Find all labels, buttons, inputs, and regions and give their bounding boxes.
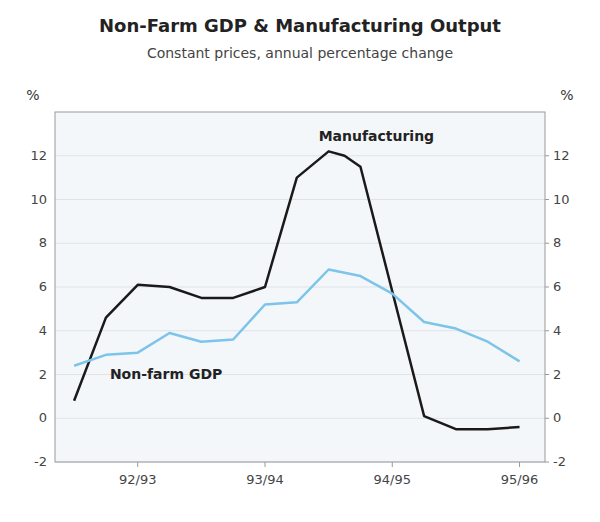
x-tick-label: 92/93 [119, 472, 156, 487]
grid-line [55, 155, 545, 156]
y-tick-label: 2 [39, 367, 47, 382]
subtitle: Constant prices, annual percentage chang… [147, 45, 453, 61]
x-tick-label: 94/95 [374, 472, 411, 487]
x-tick-label: 93/94 [246, 472, 283, 487]
series-line [74, 270, 519, 366]
y-axis-label: % [26, 87, 39, 103]
y-tick-label: 10 [30, 192, 47, 207]
y-tick-label: 8 [39, 235, 47, 250]
y-tick-label: 0 [39, 410, 47, 425]
y-tick-label: -2 [34, 454, 47, 469]
y2-tick-label: 8 [553, 235, 561, 250]
y-tick-label: 6 [39, 279, 47, 294]
y2-tick [545, 287, 549, 288]
series-label: Manufacturing [319, 128, 435, 144]
chart: Non-Farm GDP & Manufacturing Output Const… [0, 0, 600, 522]
y2-tick-label: 2 [553, 367, 561, 382]
y-tick-label: 12 [30, 148, 47, 163]
y2-tick [545, 155, 549, 156]
y2-tick-label: 10 [553, 192, 570, 207]
x-tick [265, 462, 266, 467]
y2-tick [545, 462, 549, 463]
grid-line [55, 287, 545, 288]
grid-line [55, 243, 545, 244]
title: Non-Farm GDP & Manufacturing Output [99, 15, 501, 36]
grid-line [55, 330, 545, 331]
plot-area [55, 112, 545, 462]
plot-frame [55, 112, 545, 462]
lines [74, 151, 519, 429]
y2-tick-label: -2 [553, 454, 566, 469]
x-tick [137, 462, 138, 467]
grid-line [55, 418, 545, 419]
y-tick-label: 4 [39, 323, 47, 338]
series-line [74, 151, 519, 429]
y2-tick [545, 418, 549, 419]
x-tick [392, 462, 393, 467]
y2-tick-label: 4 [553, 323, 561, 338]
y2-tick-label: 0 [553, 410, 561, 425]
y2-tick [545, 330, 549, 331]
y2-tick-label: 12 [553, 148, 570, 163]
y2-tick [545, 243, 549, 244]
y2-axis-label: % [560, 87, 573, 103]
y2-tick-label: 6 [553, 279, 561, 294]
series-label: Non-farm GDP [110, 366, 222, 382]
y2-tick [545, 374, 549, 375]
x-tick [519, 462, 520, 467]
y2-tick [545, 199, 549, 200]
x-tick-label: 95/96 [501, 472, 538, 487]
grid-line [55, 199, 545, 200]
